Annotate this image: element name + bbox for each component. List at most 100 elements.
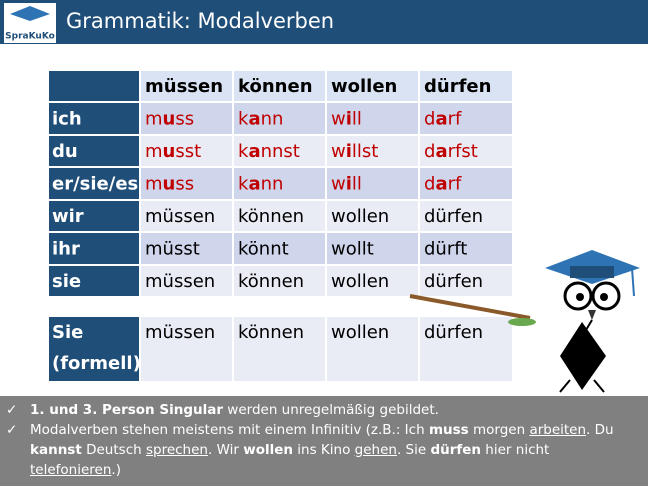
note: Modalverben stehen meistens mit einem In…: [6, 420, 630, 480]
cell: [47, 231, 141, 266]
cell-segment: ss: [175, 174, 194, 195]
slide: SpraKuKo Grammatik: Modalverben müssen kö…: [0, 0, 648, 393]
cell-text: darf: [424, 109, 462, 130]
title: Grammatik: Modalverben: [66, 9, 334, 33]
cell-segment: m: [145, 109, 163, 130]
cell-segment: wollen: [331, 206, 389, 227]
note-segment: sprechen: [145, 442, 208, 458]
cell-text: dürfen: [424, 271, 483, 292]
cell-text: will: [331, 174, 362, 195]
row-label: ich: [52, 109, 82, 130]
cell-text: können: [238, 206, 304, 227]
cell-segment: wollen: [331, 271, 389, 292]
row-label: ihr: [52, 239, 80, 260]
row-label: sie: [52, 271, 81, 292]
cell-segment: könnt: [238, 239, 289, 260]
cell-segment: nnst: [261, 141, 300, 162]
cell-segment: d: [424, 141, 435, 162]
cell: [325, 264, 420, 298]
note: 1. und 3. Person Singular werden unregel…: [6, 400, 630, 420]
note-segment: telefonieren: [30, 462, 112, 478]
cell: [47, 69, 141, 103]
notes: 1. und 3. Person Singular werden unregel…: [0, 396, 648, 486]
row-label: (formell): [52, 353, 141, 374]
cell-text: wollt: [331, 239, 374, 260]
cell: [418, 315, 514, 383]
note-segment: gehen: [354, 442, 397, 458]
cell-text: dürfen: [424, 206, 483, 227]
cell-segment: w: [331, 174, 346, 195]
row-label: Sie: [52, 322, 83, 343]
cell-text: müssen: [145, 206, 215, 227]
cell: [232, 231, 327, 266]
note-segment: .): [111, 462, 121, 478]
cell-segment: dürfen: [424, 271, 483, 292]
cell-text: willst: [331, 141, 378, 162]
row-label: du: [52, 141, 78, 162]
cell-segment: rfst: [448, 141, 478, 162]
cell-text: darf: [424, 174, 462, 195]
cell-segment: d: [424, 109, 435, 130]
cell-text: müssen: [145, 322, 215, 343]
cell-text: müsst: [145, 239, 200, 260]
note-segment: 1. und 3. Person Singular: [30, 402, 223, 418]
cell: [325, 166, 420, 201]
note-segment: dürfen: [430, 442, 482, 458]
cell-text: können: [238, 271, 304, 292]
cell: [47, 315, 141, 383]
cell-text: darfst: [424, 141, 478, 162]
cell-segment: k: [238, 174, 249, 195]
cell-segment: wollt: [331, 239, 374, 260]
cell: [325, 69, 420, 103]
note-segment: . Sie: [396, 442, 431, 458]
note-segment: Deutsch: [81, 442, 146, 458]
cell: [47, 101, 141, 136]
cell-segment: m: [145, 174, 163, 195]
cell-segment: m: [145, 141, 163, 162]
cell-text: dürfen: [424, 322, 483, 343]
note-segment: ins Kino: [293, 442, 355, 458]
cell-segment: a: [248, 174, 260, 195]
cell: [232, 69, 327, 103]
cell-text: wollen: [331, 206, 389, 227]
cell-segment: können: [238, 206, 304, 227]
note-segment: hier nicht: [481, 442, 550, 458]
cell-segment: können: [238, 271, 304, 292]
cell: [47, 264, 141, 298]
cell-segment: müssen: [145, 206, 215, 227]
cell: [47, 199, 141, 233]
cell-text: wollen: [331, 271, 389, 292]
cell-segment: k: [238, 109, 249, 130]
column-header: dürfen: [424, 76, 491, 97]
cell-text: kann: [238, 109, 283, 130]
cell-segment: rf: [448, 174, 462, 195]
cell: [139, 101, 234, 136]
cell-segment: u: [163, 109, 176, 130]
note-segment: wollen: [243, 442, 293, 458]
cell-segment: i: [346, 141, 352, 162]
cell-segment: müsst: [145, 239, 200, 260]
cell-text: will: [331, 109, 362, 130]
cell: [325, 315, 420, 383]
cell-segment: nn: [261, 109, 284, 130]
cell-text: dürft: [424, 239, 467, 260]
cell-segment: nn: [261, 174, 284, 195]
cell: [139, 264, 234, 298]
note-segment: Modalverben stehen meistens mit einem In…: [30, 422, 429, 438]
cell-segment: a: [435, 174, 447, 195]
cell-segment: a: [435, 109, 447, 130]
cell-segment: u: [163, 141, 176, 162]
cell-segment: llst: [352, 141, 378, 162]
note-segment: . Du: [586, 422, 614, 438]
cell-segment: müssen: [145, 271, 215, 292]
cell-text: kannst: [238, 141, 300, 162]
cell-segment: d: [424, 174, 435, 195]
row-label: wir: [52, 206, 84, 227]
owl-illustration: [409, 250, 640, 393]
cell-text: kann: [238, 174, 283, 195]
cell-text: muss: [145, 174, 194, 195]
cell-segment: a: [248, 141, 260, 162]
cell-segment: a: [248, 109, 260, 130]
cell: [325, 134, 420, 168]
